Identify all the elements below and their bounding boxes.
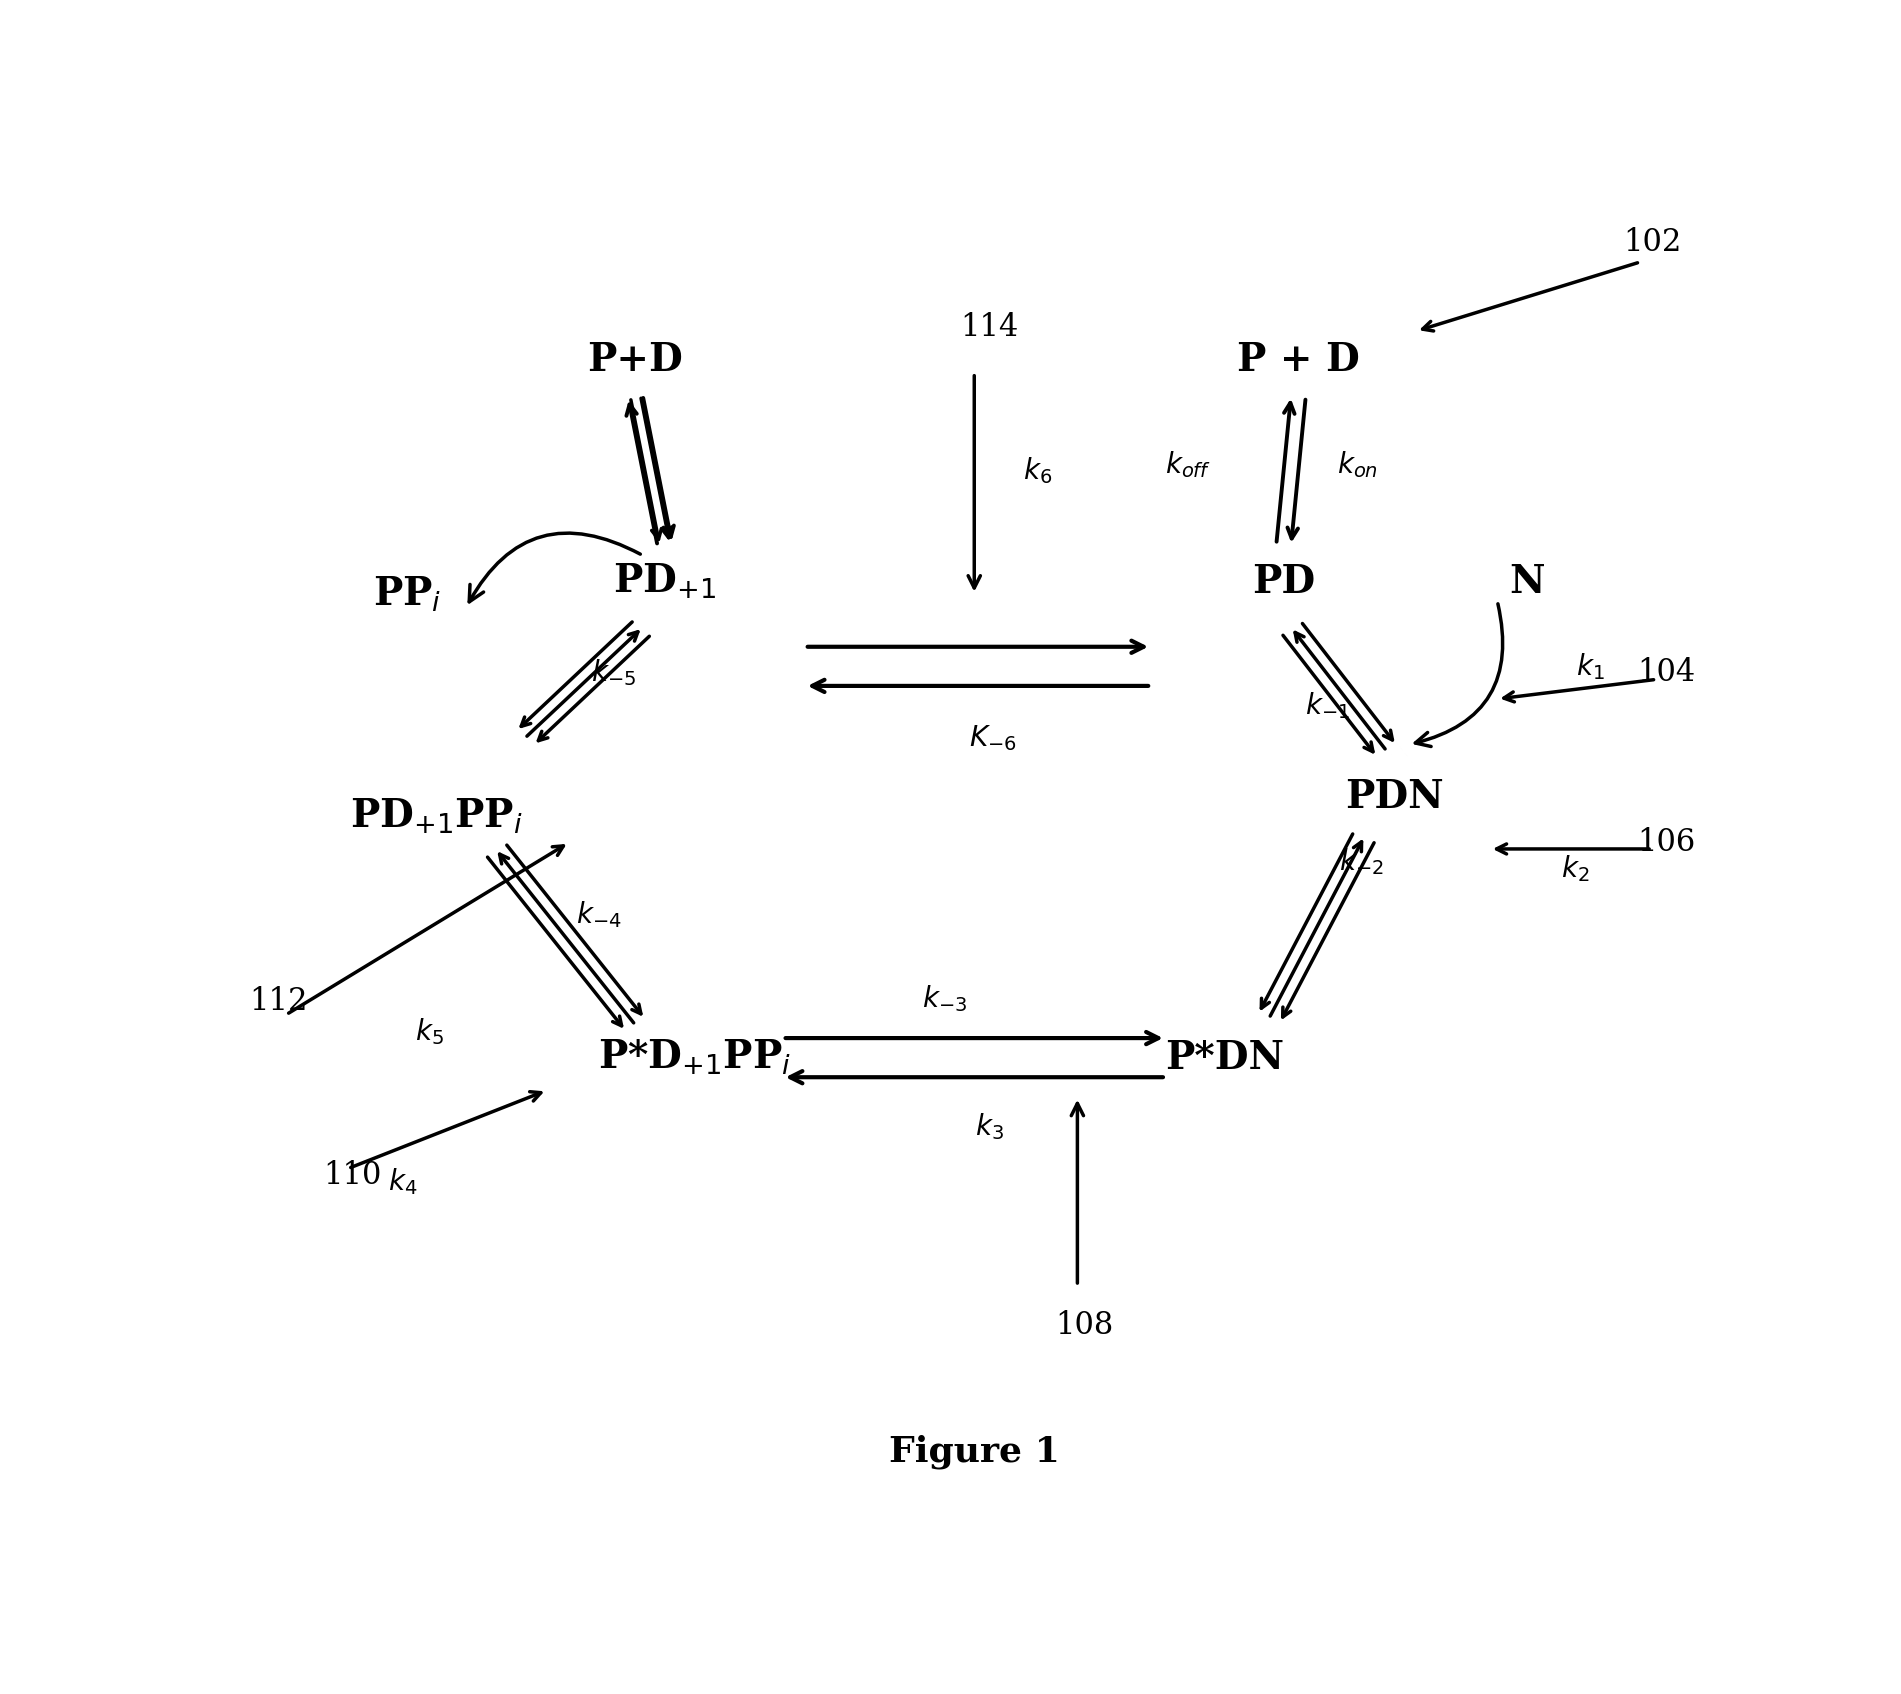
Text: PP$_i$: PP$_i$ [373, 574, 441, 615]
Text: $k_{-2}$: $k_{-2}$ [1340, 847, 1384, 877]
Text: 102: 102 [1623, 227, 1680, 257]
Text: Figure 1: Figure 1 [890, 1435, 1059, 1469]
Text: PD$_{+1}$PP$_i$: PD$_{+1}$PP$_i$ [350, 796, 523, 835]
Text: PDN: PDN [1344, 778, 1443, 817]
Text: 106: 106 [1637, 827, 1696, 857]
Text: $k_{-5}$: $k_{-5}$ [591, 657, 635, 688]
Text: $k_2$: $k_2$ [1561, 854, 1589, 884]
Text: $k_5$: $k_5$ [414, 1016, 443, 1047]
Text: $k_{on}$: $k_{on}$ [1336, 449, 1378, 479]
Text: $k_{-1}$: $k_{-1}$ [1306, 689, 1350, 722]
Text: 114: 114 [960, 312, 1019, 342]
Text: P+D: P+D [587, 340, 682, 379]
Text: PD: PD [1253, 562, 1315, 601]
Text: P*DN: P*DN [1165, 1038, 1285, 1077]
Text: $k_3$: $k_3$ [975, 1111, 1004, 1142]
Text: $k_{-3}$: $k_{-3}$ [922, 984, 968, 1015]
Text: 112: 112 [249, 986, 308, 1016]
Text: PD$_{+1}$: PD$_{+1}$ [614, 562, 717, 601]
Text: 110: 110 [323, 1160, 382, 1191]
Text: $k_{off}$: $k_{off}$ [1165, 449, 1211, 479]
Text: 108: 108 [1055, 1309, 1114, 1340]
Text: P + D: P + D [1238, 340, 1359, 379]
Text: $k_6$: $k_6$ [1023, 456, 1053, 486]
Text: N: N [1509, 562, 1544, 601]
Text: P*D$_{+1}$PP$_i$: P*D$_{+1}$PP$_i$ [597, 1038, 791, 1077]
Text: $k_{-4}$: $k_{-4}$ [576, 900, 622, 930]
Text: 104: 104 [1637, 657, 1696, 688]
Text: $k_4$: $k_4$ [388, 1165, 418, 1198]
Text: $k_1$: $k_1$ [1576, 650, 1604, 681]
Text: $K_{-6}$: $K_{-6}$ [970, 723, 1017, 752]
